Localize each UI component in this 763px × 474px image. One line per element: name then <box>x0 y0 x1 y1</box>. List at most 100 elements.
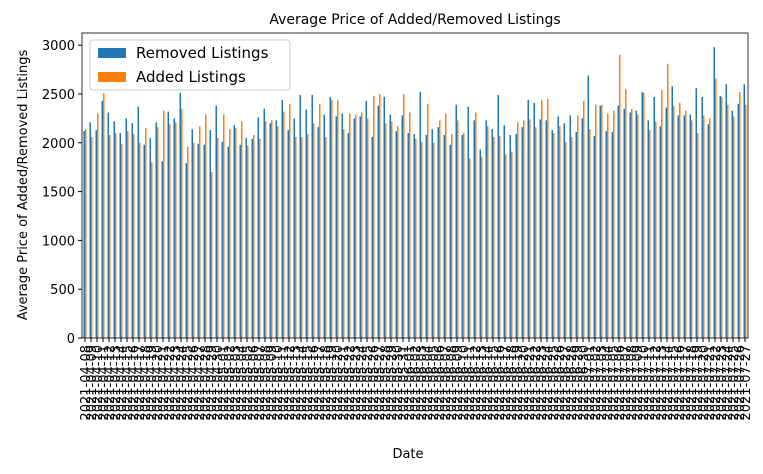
bar <box>307 134 309 338</box>
bar <box>455 104 457 339</box>
bar <box>701 96 703 338</box>
bar <box>731 110 733 338</box>
x-tick-label: 2021-07-06 <box>613 345 628 421</box>
bar <box>337 99 339 338</box>
bar <box>275 120 277 339</box>
x-tick-label: 2021-05-13 <box>289 345 304 421</box>
bar <box>605 131 607 338</box>
bar <box>359 116 361 338</box>
bar <box>203 144 205 338</box>
legend-label: Added Listings <box>136 68 246 86</box>
bar <box>685 110 687 338</box>
x-tick-label: 2021-07-27 <box>739 345 754 421</box>
bar <box>341 113 343 339</box>
bar <box>235 128 237 338</box>
bar <box>205 114 207 338</box>
bar <box>451 134 453 338</box>
bar <box>373 95 375 339</box>
x-tick-label: 2021-07-21 <box>703 345 718 421</box>
bar <box>247 145 249 338</box>
bar <box>433 142 435 338</box>
bar <box>343 129 345 338</box>
x-tick-label: 2021-06-07 <box>439 345 454 421</box>
bar <box>83 131 85 338</box>
bar <box>347 133 349 338</box>
bar <box>161 161 163 338</box>
x-tick-label: 2021-07-20 <box>697 345 712 421</box>
x-tick-label: 2021-06-26 <box>553 345 568 421</box>
bar <box>493 136 495 338</box>
x-tick-label: 2021-06-29 <box>571 345 586 421</box>
x-tick-label: 2021-07-09 <box>631 345 646 421</box>
bar <box>617 105 619 338</box>
x-tick-label: 2021-04-14 <box>115 345 130 421</box>
bar <box>431 129 433 338</box>
x-tick-label: 2021-05-15 <box>301 345 316 421</box>
bar <box>397 126 399 338</box>
x-tick-label: 2021-04-25 <box>181 345 196 421</box>
x-tick-label: 2021-06-09 <box>451 345 466 421</box>
bar <box>709 118 711 339</box>
bar <box>281 99 283 338</box>
bar <box>401 115 403 338</box>
bar <box>169 124 171 338</box>
bar <box>113 121 115 338</box>
bar <box>463 133 465 338</box>
x-tick-label: 2021-04-30 <box>211 345 226 421</box>
bar <box>539 119 541 338</box>
bar <box>425 134 427 338</box>
bar <box>395 131 397 338</box>
bar <box>409 112 411 338</box>
x-tick-label: 2021-04-12 <box>103 345 118 421</box>
x-tick-label: 2021-07-14 <box>661 345 676 421</box>
bar <box>163 110 165 338</box>
x-tick-label: 2021-06-04 <box>421 345 436 421</box>
bar <box>269 123 271 338</box>
bar <box>295 136 297 338</box>
axes-frame <box>81 32 749 339</box>
x-tick-label: 2021-04-17 <box>133 345 148 421</box>
x-tick-label: 2021-06-20 <box>517 345 532 421</box>
bar <box>361 112 363 338</box>
bar <box>127 131 129 338</box>
bar <box>211 172 213 338</box>
bar <box>727 104 729 339</box>
x-tick-label: 2021-05-08 <box>259 345 274 421</box>
y-tick-label: 1000 <box>42 234 75 249</box>
x-tick-label: 2021-04-28 <box>199 345 214 421</box>
bar <box>691 120 693 339</box>
x-tick-label: 2021-05-09 <box>265 345 280 421</box>
bar <box>293 118 295 339</box>
x-tick-label: 2021-07-18 <box>685 345 700 421</box>
x-tick-label: 2021-05-21 <box>337 345 352 421</box>
bar <box>151 162 153 338</box>
bar <box>707 124 709 338</box>
bar <box>637 114 639 338</box>
x-tick-label: 2021-04-19 <box>145 345 160 421</box>
y-tick-label: 0 <box>67 332 75 347</box>
bar <box>167 111 169 339</box>
legend-swatch <box>98 72 126 82</box>
bar <box>533 102 535 338</box>
x-tick-label: 2021-06-12 <box>469 345 484 421</box>
bar <box>263 108 265 338</box>
x-tick-label: 2021-06-14 <box>481 345 496 421</box>
bar <box>257 117 259 338</box>
x-tick-label: 2021-05-05 <box>241 345 256 421</box>
x-tick-label: 2021-06-02 <box>409 345 424 421</box>
bar <box>739 92 741 338</box>
x-tick-label: 2021-05-22 <box>343 345 358 421</box>
x-tick-label: 2021-07-01 <box>583 345 598 421</box>
bar <box>145 128 147 338</box>
bar <box>137 106 139 338</box>
bar <box>265 121 267 338</box>
bar <box>317 127 319 339</box>
bar <box>715 78 717 338</box>
bar <box>437 127 439 339</box>
bar <box>131 123 133 338</box>
x-tick-label: 2021-07-07 <box>619 345 634 421</box>
bar <box>179 93 181 338</box>
bar <box>679 102 681 338</box>
x-tick-label: 2021-06-06 <box>433 345 448 421</box>
x-tick-label: 2021-04-08 <box>79 345 94 421</box>
